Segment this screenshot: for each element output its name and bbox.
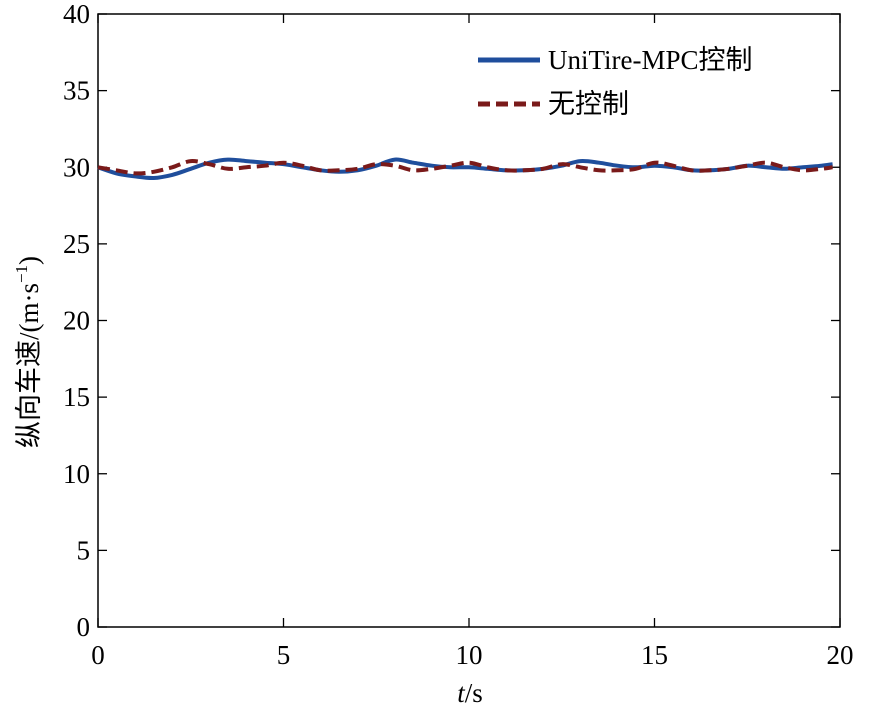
legend-label-no-control: 无控制 [548,89,629,119]
y-tick-label: 10 [63,459,90,489]
y-tick-label: 25 [63,229,90,259]
plot-area: 0 5 10 15 20 25 30 35 40 0 5 10 15 20 [63,0,854,670]
y-tick-label: 35 [63,76,90,106]
y-axis-title: 纵向车速/(m·s−1) [12,256,44,448]
y-tick-label: 5 [77,535,91,565]
legend-label-unitire-mpc: UniTire-MPC控制 [548,45,753,75]
x-tick-label: 0 [91,640,105,670]
y-axis-label-superscript: −1 [12,265,31,283]
y-axis-label-close: ) [14,256,44,265]
x-axis-label-unit: /s [465,678,483,708]
y-axis-label-main: 纵向车速/(m·s [14,283,44,448]
plot-frame [97,13,841,628]
y-tick-label: 0 [77,612,91,642]
x-axis-label-variable: t [457,678,466,708]
series-line-unitire-mpc [97,157,833,181]
legend: UniTire-MPC控制 无控制 [478,45,753,119]
y-tick-label: 40 [63,0,90,29]
y-tick-label: 15 [63,382,90,412]
x-tick-label: 15 [641,640,668,670]
x-tick-label: 5 [277,640,291,670]
y-axis-label: 纵向车速/(m·s−1) [12,256,44,448]
x-tick-label: 10 [456,640,483,670]
y-tick-label: 30 [63,152,90,182]
series-line-no-control [97,159,833,176]
x-tick-label: 20 [827,640,854,670]
y-tick-label: 20 [63,306,90,336]
x-axis-label: t/s [457,678,483,708]
